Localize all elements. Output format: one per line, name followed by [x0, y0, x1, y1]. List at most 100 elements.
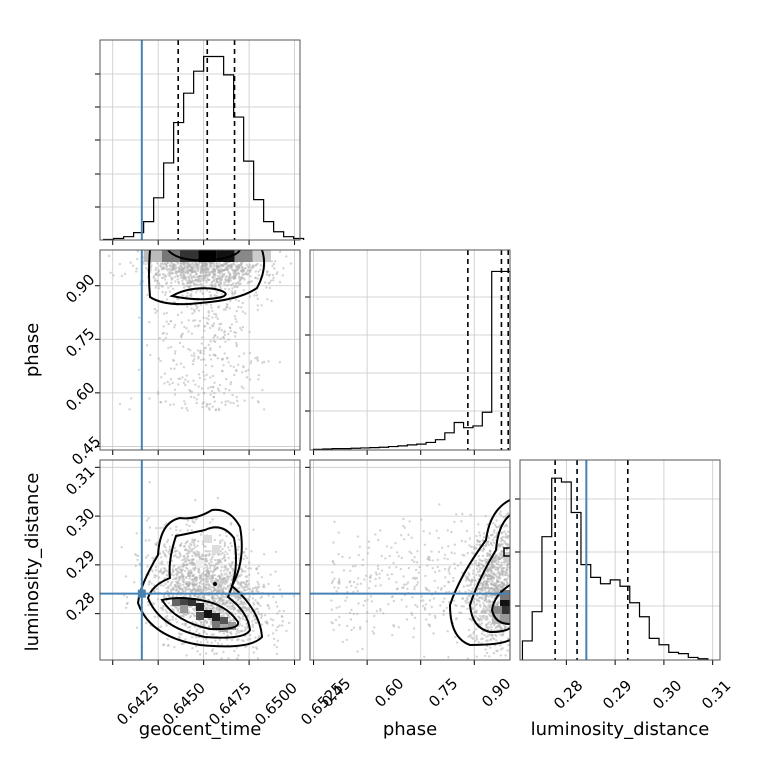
sample-point: [261, 361, 264, 364]
sample-point: [205, 317, 208, 320]
sample-point: [460, 611, 463, 615]
sample-point: [167, 587, 170, 590]
sample-point: [388, 566, 391, 569]
sample-point: [240, 328, 243, 332]
sample-point: [223, 576, 226, 580]
sample-point: [253, 586, 256, 590]
sample-point: [242, 602, 245, 605]
sample-point: [368, 587, 371, 590]
sample-point: [185, 566, 188, 570]
sample-point: [433, 614, 437, 618]
histogram-bin: [571, 513, 581, 660]
sample-point: [218, 596, 222, 599]
sample-point: [250, 550, 253, 553]
sample-point: [197, 266, 200, 270]
sample-point: [428, 558, 431, 561]
sample-point: [167, 273, 170, 276]
sample-point: [489, 638, 493, 641]
sample-point: [234, 317, 237, 321]
histogram-bin: [542, 537, 552, 660]
sample-point: [184, 638, 187, 641]
sample-point: [239, 262, 243, 265]
sample-point: [224, 565, 227, 569]
sample-point: [189, 395, 193, 399]
sample-point: [164, 546, 167, 549]
sample-point: [492, 521, 495, 525]
sample-point: [492, 541, 496, 544]
sample-point: [489, 541, 493, 544]
sample-point: [194, 621, 198, 624]
sample-point: [476, 599, 479, 602]
sample-point: [209, 347, 212, 350]
sample-point: [495, 626, 498, 629]
sample-point: [268, 286, 272, 290]
histogram-step: [103, 55, 305, 241]
sample-point: [201, 263, 205, 266]
sample-point: [227, 361, 230, 364]
sample-point: [252, 528, 255, 531]
sample-point: [180, 542, 183, 545]
sample-point: [453, 520, 456, 524]
sample-point: [260, 614, 263, 617]
sample-point: [160, 556, 163, 559]
sample-point: [178, 635, 181, 638]
sample-point: [210, 580, 213, 583]
sample-point: [224, 602, 228, 605]
sample-point: [424, 574, 427, 578]
sample-point: [225, 534, 228, 538]
sample-point: [235, 646, 238, 649]
sample-point: [254, 636, 257, 639]
sample-point: [353, 580, 356, 584]
sample-point: [230, 323, 234, 326]
sample-point: [493, 560, 496, 563]
sample-point: [202, 273, 205, 276]
sample-point: [202, 622, 206, 625]
sample-point: [209, 604, 213, 607]
sample-point: [272, 595, 275, 599]
sample-point: [474, 615, 478, 618]
sample-point: [205, 583, 209, 586]
sample-point: [136, 558, 139, 562]
sample-point: [349, 569, 352, 572]
sample-point: [196, 585, 199, 589]
sample-point: [193, 325, 197, 328]
sample-point: [157, 357, 161, 360]
histogram-bin: [600, 584, 610, 660]
histogram-bin: [184, 93, 194, 240]
sample-point: [229, 299, 232, 303]
sample-point: [230, 267, 233, 270]
sample-point: [485, 616, 488, 619]
sample-point: [180, 568, 183, 571]
sample-point: [391, 634, 394, 637]
sample-point: [334, 618, 338, 622]
sample-point: [195, 401, 198, 405]
sample-point: [195, 283, 198, 286]
sample-point: [201, 284, 204, 288]
sample-point: [187, 580, 191, 584]
sample-point: [221, 547, 224, 551]
histogram-bin: [445, 433, 454, 450]
sample-point: [193, 614, 196, 617]
sample-point: [216, 588, 220, 592]
sample-point: [486, 578, 490, 581]
sample-point: [369, 580, 372, 583]
sample-point: [159, 265, 163, 268]
sample-point: [165, 332, 168, 335]
sample-point: [167, 267, 170, 271]
sample-point: [173, 564, 176, 567]
sample-point: [244, 369, 248, 373]
sample-point: [170, 559, 174, 563]
sample-point: [216, 336, 219, 339]
sample-point: [256, 580, 259, 584]
sample-point: [285, 255, 288, 258]
sample-point: [193, 625, 196, 628]
sample-point: [473, 597, 476, 600]
sample-point: [202, 584, 205, 588]
sample-point: [443, 553, 447, 556]
sample-point: [203, 358, 206, 361]
sample-point: [256, 297, 259, 301]
sample-point: [257, 565, 260, 568]
sample-point: [248, 378, 252, 381]
sample-point: [499, 536, 503, 540]
sample-point: [227, 279, 230, 282]
